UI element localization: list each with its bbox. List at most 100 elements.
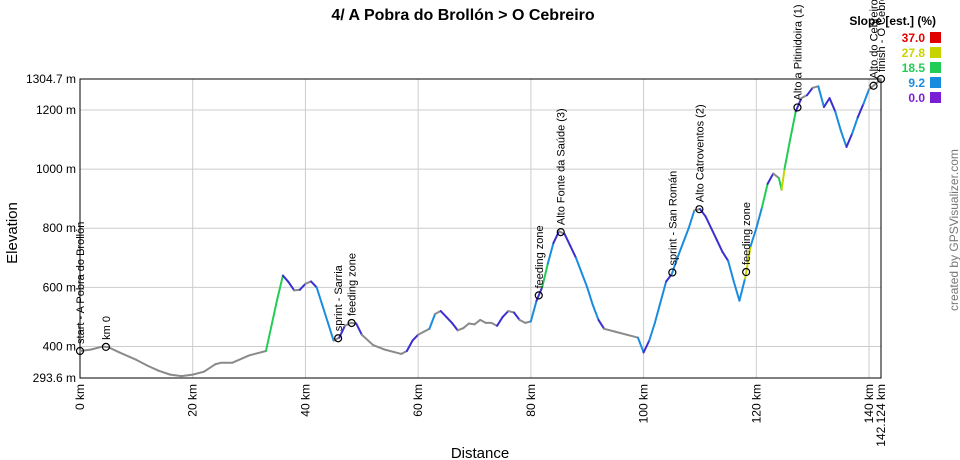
- profile-segment: [264, 298, 279, 352]
- profile-segment: [107, 346, 121, 354]
- profile-segment: [512, 311, 521, 321]
- x-tick-label: 60 km: [411, 384, 425, 417]
- profile-segment: [806, 86, 814, 97]
- profile-segment: [496, 315, 504, 327]
- profile-segment: [580, 271, 589, 289]
- profile-segment: [383, 348, 397, 354]
- x-tick-label: 142.124 km: [874, 384, 888, 447]
- profile-segment: [169, 373, 183, 378]
- profile-segment: [687, 209, 696, 230]
- profile-segment: [873, 78, 882, 86]
- y-tick-label: 800 m: [43, 221, 76, 235]
- waypoint-label: feeding zone: [741, 202, 753, 265]
- profile-segment: [439, 310, 448, 318]
- profile-segment: [248, 349, 267, 357]
- profile-segment: [642, 339, 651, 354]
- profile-segment: [727, 259, 735, 283]
- legend-value: 9.2: [908, 76, 925, 90]
- plot-frame: [79, 78, 882, 379]
- profile-segment: [862, 88, 871, 106]
- waypoint-label: feeding zone: [534, 225, 546, 288]
- profile-segment: [569, 244, 577, 259]
- profile-segment: [586, 286, 594, 307]
- x-tick-label: 80 km: [524, 384, 538, 417]
- x-axis: 0 km 20 km 40 km 60 km 80 km 100 km 120 km 140 …: [73, 384, 888, 447]
- profile-segment: [574, 256, 583, 274]
- profile-segment: [281, 274, 290, 284]
- profile-segment: [794, 97, 803, 113]
- waypoint-label: start - A Pobra do Brollón: [75, 222, 87, 344]
- profile-segment: [766, 172, 775, 185]
- profile-segment: [744, 244, 752, 280]
- x-tick-label: 40 km: [298, 384, 312, 417]
- profile-segment: [772, 172, 780, 179]
- profile-segment: [298, 282, 307, 291]
- waypoint-marker: [101, 342, 111, 351]
- profile-segment: [405, 339, 414, 352]
- profile-segment: [653, 301, 662, 324]
- elevation-profile: [79, 78, 882, 378]
- legend-value: 18.5: [902, 61, 926, 75]
- profile-segment: [529, 299, 538, 323]
- profile-segment: [845, 132, 854, 148]
- profile-segment: [490, 321, 499, 327]
- profile-segment: [304, 280, 313, 285]
- y-tick-label: 1200 m: [36, 103, 76, 117]
- waypoint-marker: [75, 346, 85, 356]
- x-tick-label: 100 km: [637, 384, 651, 423]
- profile-segment: [355, 322, 363, 336]
- profile-segment: [434, 310, 442, 316]
- profile-segment: [445, 315, 453, 324]
- profile-segment: [501, 310, 510, 318]
- profile-segment: [597, 318, 606, 330]
- profile-segment: [721, 250, 730, 262]
- waypoint-marker: [668, 268, 677, 277]
- profile-segment: [321, 304, 329, 324]
- profile-segment: [839, 129, 848, 148]
- waypoint-label: feeding zone: [347, 253, 359, 316]
- grid: [79, 78, 882, 379]
- profile-segment: [343, 321, 352, 327]
- profile-segment: [659, 280, 668, 304]
- profile-segment: [428, 313, 437, 330]
- profile-segment: [456, 327, 465, 332]
- profile-segment: [473, 318, 482, 326]
- profile-segment: [417, 330, 425, 336]
- legend-swatch: [930, 32, 941, 43]
- x-axis-label: Distance: [451, 445, 509, 460]
- profile-segment: [780, 168, 786, 191]
- y-tick-label: 1000 m: [36, 162, 76, 176]
- y-tick-label: 400 m: [43, 340, 76, 354]
- waypoint-label: sprint - San Román: [667, 171, 679, 266]
- waypoint-label: Alto a Pitinidoira (1): [792, 4, 804, 100]
- profile-segment: [828, 97, 837, 113]
- slope-legend: Slope [est.] (%) 37.027.818.59.20.0: [849, 14, 941, 105]
- profile-segment: [603, 327, 617, 333]
- y-axis: 293.6 m 400 m 600 m 800 m 1000 m 1200 m 1304.7…: [26, 72, 76, 385]
- profile-segment: [710, 227, 718, 242]
- profile-segment: [670, 256, 679, 276]
- profile-segment: [749, 227, 758, 247]
- profile-segment: [636, 336, 645, 354]
- waypoint-label: km 0: [101, 316, 113, 340]
- profile-segment: [755, 206, 763, 230]
- waypoint-marker: [742, 267, 751, 277]
- profile-segment: [783, 138, 792, 171]
- waypoint-marker: [793, 103, 802, 112]
- waypoint-marker: [876, 74, 886, 84]
- profile-segment: [682, 227, 690, 245]
- legend-value: 27.8: [902, 46, 926, 60]
- profile-segment: [422, 327, 431, 333]
- profile-segment: [450, 321, 459, 332]
- profile-segment: [180, 373, 194, 378]
- profile-segment: [822, 97, 831, 109]
- waypoints: start - A Pobra do Brollón km 0 sprint - S…: [75, 0, 888, 356]
- profile-segment: [625, 333, 639, 339]
- legend-swatch: [930, 47, 941, 58]
- profile-segment: [135, 358, 149, 367]
- profile-segment: [326, 321, 335, 342]
- chart-title: 4/ A Pobra do Brollón > O Cebreiro: [331, 7, 595, 24]
- profile-segment: [157, 369, 172, 376]
- profile-segment: [462, 322, 470, 330]
- legend-value: 0.0: [908, 91, 925, 105]
